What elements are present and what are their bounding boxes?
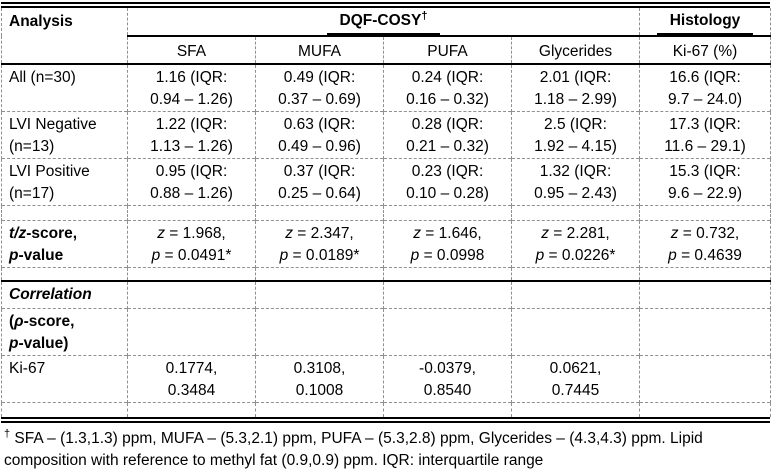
- table-cell: 0.49 (IQR: 0.37 – 0.69): [255, 64, 384, 112]
- column-header-sfa: SFA: [127, 36, 256, 65]
- empty-cell: [1, 267, 128, 281]
- row-label-lvi-negative: LVI Negative (n=13): [1, 111, 128, 159]
- empty-cell: [511, 402, 640, 417]
- table-row-lvi-negative: LVI Negative (n=13) 1.22 (IQR: 1.13 – 1.26…: [1, 111, 771, 159]
- table-cell: 0.23 (IQR: 0.10 – 0.28): [383, 158, 512, 206]
- empty-cell: [383, 279, 512, 309]
- correlation-cell: 0.0621, 0.7445: [511, 355, 640, 403]
- empty-cell: [127, 308, 256, 356]
- column-header-mufa: MUFA: [255, 36, 384, 65]
- empty-cell: [127, 205, 256, 221]
- table-cell: 2.01 (IQR: 1.18 – 2.99): [511, 64, 640, 112]
- empty-cell: [255, 205, 384, 221]
- empty-cell: [639, 308, 771, 356]
- correlation-cell: 0.3108, 0.1008: [255, 355, 384, 403]
- histology-label: Histology: [656, 10, 754, 34]
- empty-cell: [127, 267, 256, 281]
- table-row-correlation-title: Correlation: [1, 279, 771, 309]
- empty-cell: [383, 205, 512, 221]
- empty-cell: [255, 308, 384, 356]
- table-row-lvi-positive: LVI Positive (n=17) 0.95 (IQR: 0.88 – 1.26…: [1, 158, 771, 206]
- column-header-ki67: Ki-67 (%): [639, 36, 771, 65]
- table-cell: 15.3 (IQR: 9.6 – 22.9): [639, 158, 771, 206]
- empty-cell: [639, 402, 771, 417]
- table-row-ki67: Ki-67 0.1774, 0.3484 0.3108, 0.1008 -0.037…: [1, 355, 771, 403]
- empty-cell: [255, 267, 384, 281]
- table-cell: 0.24 (IQR: 0.16 – 0.32): [383, 64, 512, 112]
- table-cell: 1.32 (IQR: 0.95 – 2.43): [511, 158, 640, 206]
- stat-cell: z = 1.968, p = 0.0491*: [127, 220, 256, 268]
- column-header-glycerides: Glycerides: [511, 36, 640, 65]
- correlation-cell: [639, 355, 771, 403]
- group-header-histology: Histology: [639, 8, 771, 37]
- dagger-footnote-marker: †: [4, 427, 11, 440]
- row-label-ki67: Ki-67: [1, 355, 128, 403]
- row-label-tz-score: t/z-score, p-value: [1, 220, 128, 268]
- empty-cell: [255, 402, 384, 417]
- empty-cell: [511, 279, 640, 309]
- table-row-all: All (n=30) 1.16 (IQR: 0.94 – 1.26) 0.49 (…: [1, 64, 771, 112]
- table-cell: 0.28 (IQR: 0.21 – 0.32): [383, 111, 512, 159]
- table-cell: 0.37 (IQR: 0.25 – 0.64): [255, 158, 384, 206]
- empty-cell: [383, 308, 512, 356]
- empty-cell: [511, 267, 640, 281]
- empty-cell: [383, 267, 512, 281]
- empty-cell: [255, 279, 384, 309]
- header-row-groups: Analysis DQF-COSY† Histology: [1, 8, 771, 65]
- stat-cell: z = 2.347, p = 0.0189*: [255, 220, 384, 268]
- table-cell: 2.5 (IQR: 1.92 – 4.15): [511, 111, 640, 159]
- empty-cell: [1, 205, 128, 221]
- results-table-wrap: Analysis DQF-COSY† Histology SFA MUFA PU…: [1, 2, 771, 423]
- row-label-all: All (n=30): [1, 64, 128, 112]
- row-label-correlation-sub: (ρ-score, p-value): [1, 308, 128, 356]
- analysis-label: Analysis: [9, 13, 73, 30]
- row-label-lvi-positive: LVI Positive (n=17): [1, 158, 128, 206]
- empty-cell: [639, 205, 771, 221]
- column-header-pufa: PUFA: [383, 36, 512, 65]
- empty-cell: [639, 267, 771, 281]
- stat-cell: z = 2.281, p = 0.0226*: [511, 220, 640, 268]
- stat-cell: z = 0.732, p = 0.4639: [639, 220, 771, 268]
- table-cell: 1.22 (IQR: 1.13 – 1.26): [127, 111, 256, 159]
- empty-cell: [511, 308, 640, 356]
- empty-cell: [127, 402, 256, 417]
- correlation-cell: 0.1774, 0.3484: [127, 355, 256, 403]
- table-cell: 0.95 (IQR: 0.88 – 1.26): [127, 158, 256, 206]
- empty-cell: [639, 279, 771, 309]
- table-row-correlation-sub: (ρ-score, p-value): [1, 308, 771, 356]
- row-label-correlation: Correlation: [1, 279, 128, 309]
- spacer-row: [1, 402, 771, 417]
- table-cell: 17.3 (IQR: 11.6 – 29.1): [639, 111, 771, 159]
- spacer-row: [1, 267, 771, 281]
- table-cell: 0.63 (IQR: 0.49 – 0.96): [255, 111, 384, 159]
- column-header-analysis: Analysis: [1, 8, 128, 65]
- empty-cell: [1, 402, 128, 417]
- table-footnote: † SFA – (1.3,1.3) ppm, MUFA – (5.3,2.1) …: [1, 423, 771, 472]
- correlation-cell: -0.0379, 0.8540: [383, 355, 512, 403]
- stat-cell: z = 1.646, p = 0.0998: [383, 220, 512, 268]
- spacer-row: [1, 205, 771, 221]
- table-row-tz-score: t/z-score, p-value z = 1.968, p = 0.0491…: [1, 220, 771, 268]
- header-row-columns: SFA MUFA PUFA Glycerides Ki-67 (%): [2, 36, 771, 65]
- table-cell: 16.6 (IQR: 9.7 – 24.0): [639, 64, 771, 112]
- empty-cell: [383, 402, 512, 417]
- empty-cell: [127, 279, 256, 309]
- empty-cell: [511, 205, 640, 221]
- results-table: Analysis DQF-COSY† Histology SFA MUFA PU…: [1, 8, 771, 417]
- footnote-text: SFA – (1.3,1.3) ppm, MUFA – (5.3,2.1) pp…: [4, 429, 703, 469]
- group-header-dqf-cosy: DQF-COSY†: [127, 8, 640, 37]
- dagger-superscript: †: [421, 9, 428, 22]
- dqf-cosy-label: DQF-COSY†: [326, 9, 441, 34]
- table-cell: 1.16 (IQR: 0.94 – 1.26): [127, 64, 256, 112]
